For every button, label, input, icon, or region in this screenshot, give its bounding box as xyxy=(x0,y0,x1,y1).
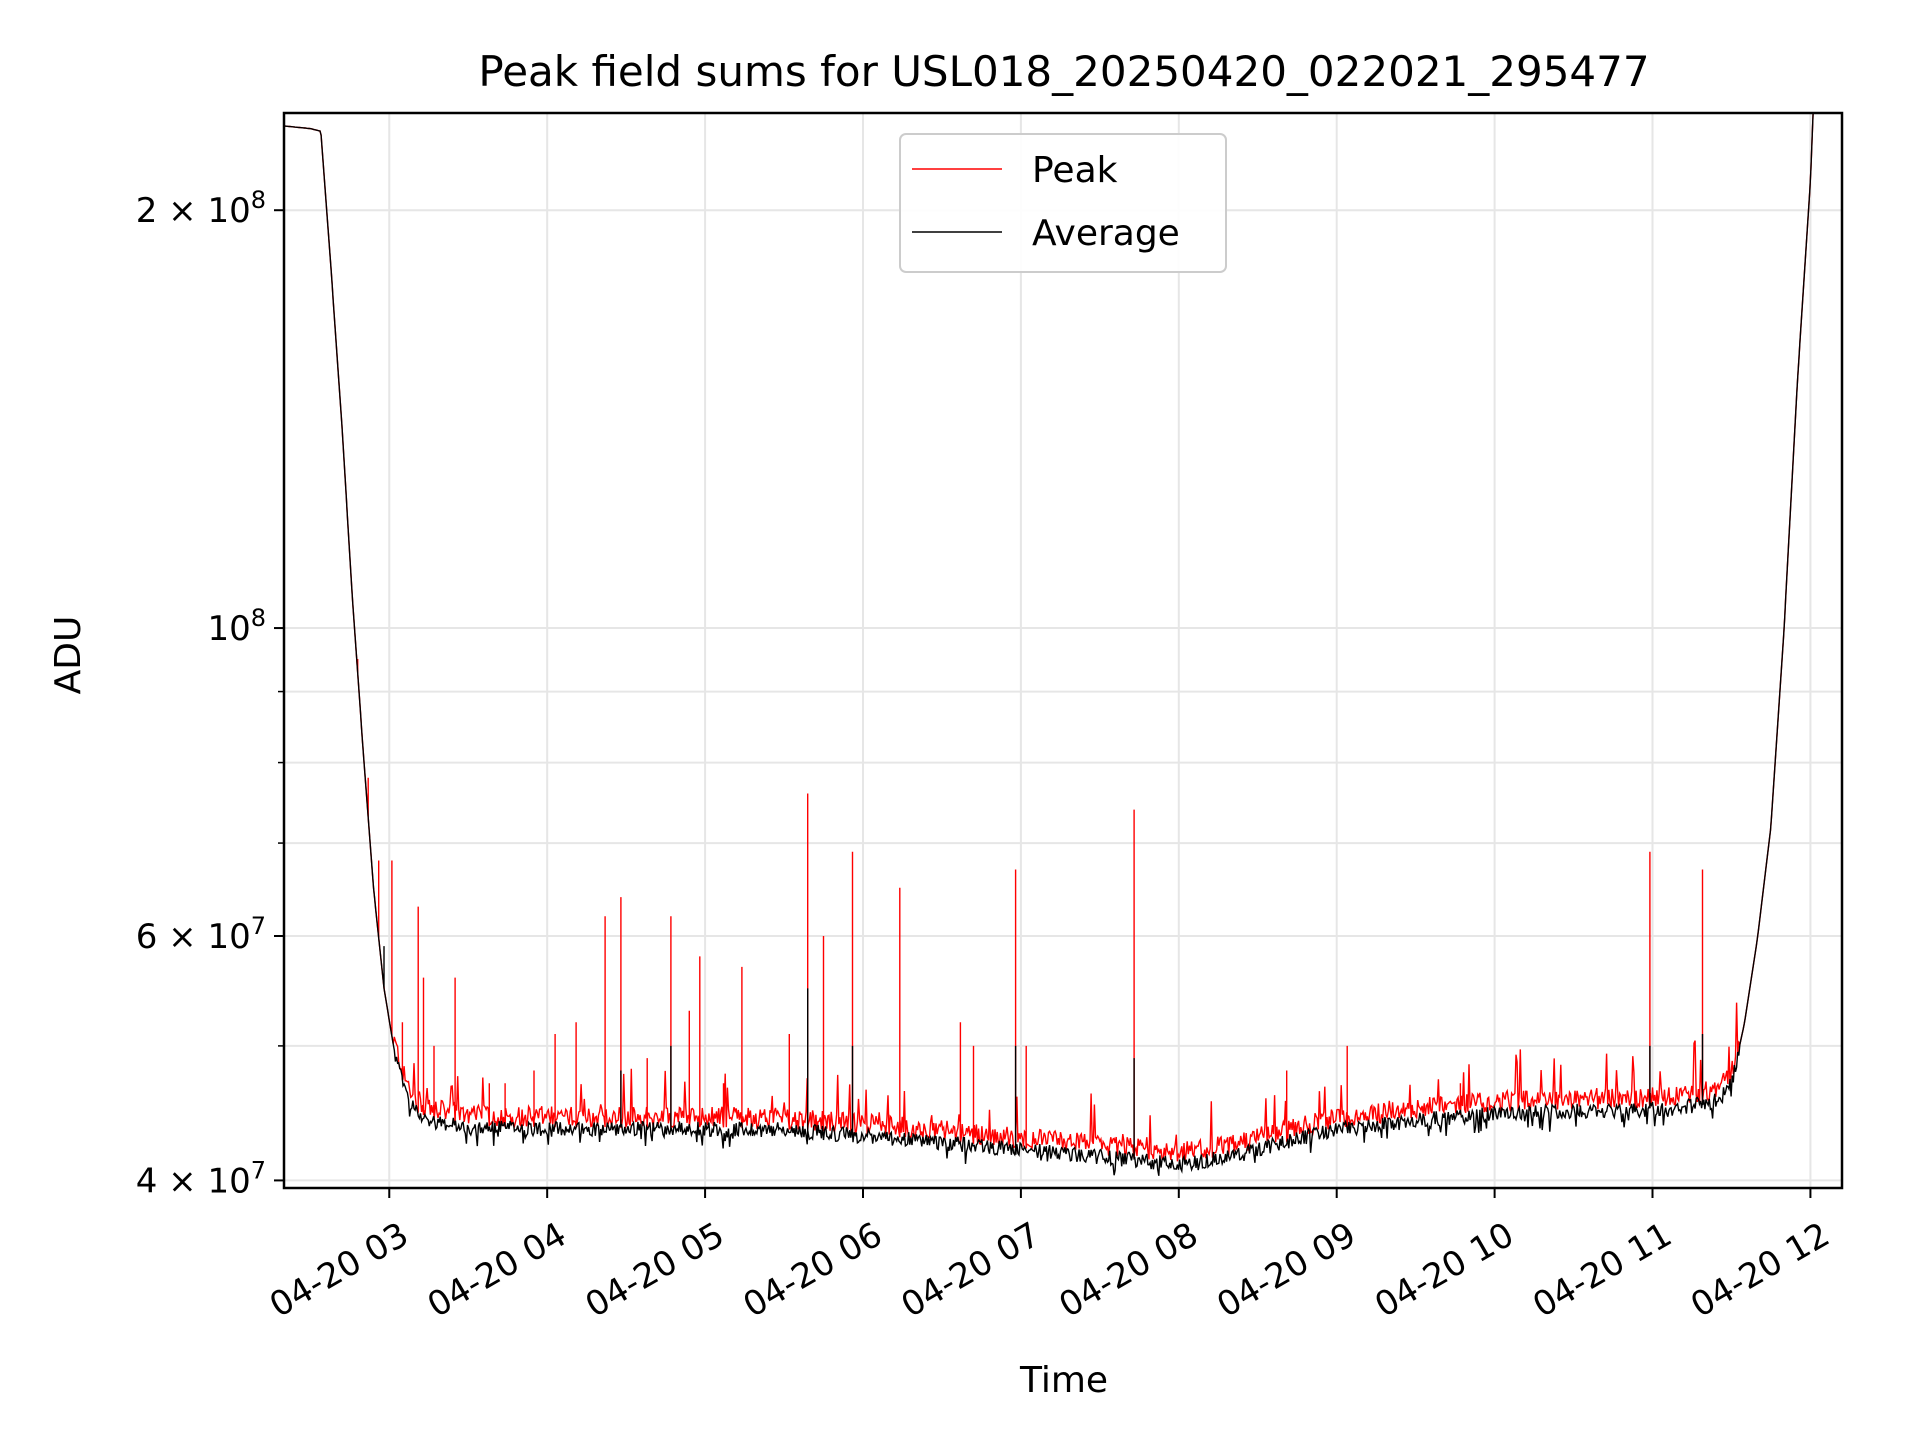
y-tick-label: 4 × 107 xyxy=(136,1156,266,1201)
y-tick-label: 6 × 107 xyxy=(136,912,266,957)
chart-title: Peak field sums for USL018_20250420_0220… xyxy=(478,47,1649,96)
y-tick-label: 2 × 108 xyxy=(136,186,266,231)
axes-frame xyxy=(282,111,1844,1190)
y-tick-label: 108 xyxy=(207,604,266,649)
y-axis: 4 × 107 6 × 107 108 2 × 108 xyxy=(136,186,284,1201)
legend-label-peak: Peak xyxy=(1032,150,1118,191)
y-axis-label: ADU xyxy=(48,616,89,695)
legend: Peak Average xyxy=(899,133,1227,273)
plot-area xyxy=(284,113,1814,1176)
series-line-peak xyxy=(284,113,1814,1162)
legend-label-average: Average xyxy=(1032,213,1180,254)
x-axis-label: Time xyxy=(1019,1360,1108,1401)
series-line-average xyxy=(284,113,1814,1176)
